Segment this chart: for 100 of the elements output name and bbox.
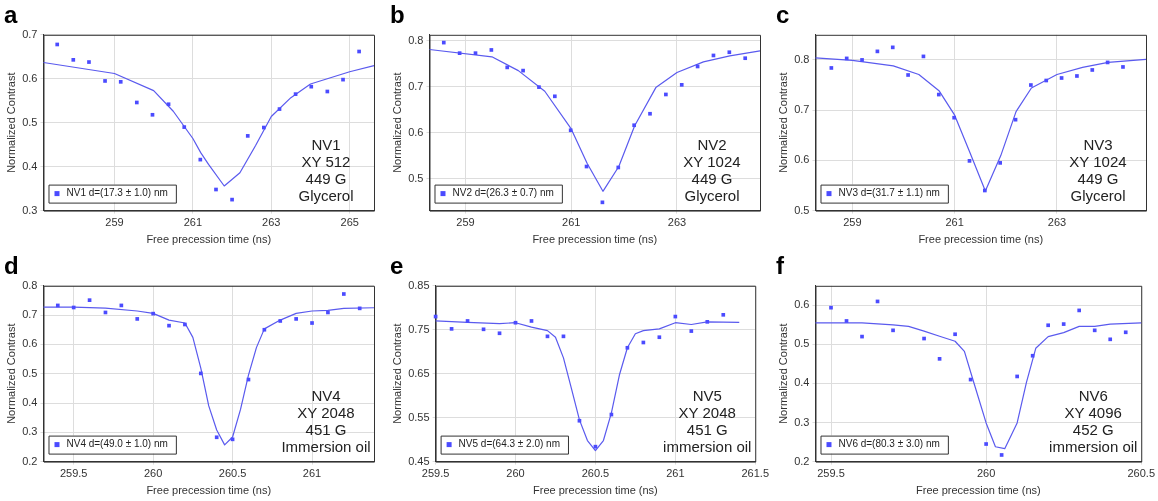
annotation: Glycerol <box>1070 186 1126 204</box>
point <box>278 318 283 323</box>
point <box>632 123 636 128</box>
y-axis-title: Normalized Contrast <box>776 72 789 173</box>
annotation: 449 G <box>691 169 733 187</box>
legend-label: NV6 d=(80.3 ± 3.0) nm <box>838 437 940 449</box>
y-tick-label: 0.7 <box>22 307 38 320</box>
annotation: XY 2048 <box>297 403 355 421</box>
y-axis-title: Normalized Contrast <box>4 323 17 424</box>
point <box>860 58 864 62</box>
x-tick-label: 261.5 <box>741 466 769 479</box>
x-tick-label: 259 <box>456 216 475 229</box>
point <box>568 128 573 133</box>
annotation: XY 4096 <box>1064 403 1122 421</box>
annotation: NV4 <box>311 386 341 404</box>
point <box>1075 74 1079 78</box>
x-tick-label: 260 <box>143 466 163 479</box>
y-tick-label: 0.5 <box>22 366 38 379</box>
x-tick-label: 259 <box>105 216 124 229</box>
x-tick-label: 260.5 <box>1127 466 1155 479</box>
annotation: NV1 <box>311 135 341 153</box>
y-tick-label: 0.5 <box>794 203 810 216</box>
x-tick-label: 261 <box>183 216 203 229</box>
y-tick-label: 0.85 <box>408 278 430 291</box>
point <box>705 319 710 324</box>
y-tick-label: 0.6 <box>794 297 810 310</box>
point <box>1046 322 1051 327</box>
point <box>294 316 298 321</box>
x-tick-label: 260.5 <box>218 466 247 479</box>
point <box>214 434 219 439</box>
annotation: Immersion oil <box>281 437 371 455</box>
y-tick-label: 0.6 <box>22 71 38 84</box>
x-tick-label: 260 <box>976 466 996 479</box>
chart-title: a <box>4 1 18 29</box>
point <box>245 134 250 138</box>
y-tick-label: 0.75 <box>408 322 430 335</box>
point <box>689 328 694 333</box>
y-tick-label: 0.8 <box>794 52 810 65</box>
x-tick-label: 263 <box>667 216 687 229</box>
chart-title: d <box>4 251 19 279</box>
x-tick-label: 261 <box>666 466 685 479</box>
point <box>71 58 76 62</box>
y-tick-label: 0.8 <box>408 33 424 46</box>
point <box>135 316 140 321</box>
annotation: XY 2048 <box>678 403 736 421</box>
y-tick-label: 0.5 <box>22 115 38 128</box>
x-axis-title: Free precession time (ns) <box>146 233 272 246</box>
annotation: 451 G <box>305 420 347 438</box>
point <box>727 50 732 55</box>
y-tick-label: 0.4 <box>794 376 810 388</box>
y-tick-label: 0.45 <box>408 454 430 467</box>
chart-title: f <box>776 251 785 279</box>
point <box>552 94 557 99</box>
point <box>952 115 956 120</box>
y-tick-label: 0.2 <box>22 454 38 467</box>
legend-label: NV2 d=(26.3 ± 0.7) nm <box>452 187 554 199</box>
y-tick-label: 0.6 <box>408 125 424 138</box>
x-tick-label: 261 <box>945 216 964 229</box>
point <box>906 73 910 77</box>
point <box>743 56 748 61</box>
legend-label: NV4 d=(49.0 ± 1.0) nm <box>66 437 168 449</box>
point <box>1123 329 1128 334</box>
annotation: NV2 <box>697 135 727 153</box>
legend-label: NV1 d=(17.3 ± 1.0) nm <box>66 187 168 199</box>
x-axis-title: Free precession time (ns) <box>916 483 1041 496</box>
point <box>679 82 684 87</box>
annotation: Glycerol <box>298 186 354 204</box>
point <box>1092 328 1097 332</box>
annotation: XY 1024 <box>683 152 741 170</box>
annotation: NV6 <box>1078 386 1108 404</box>
y-axis-title: Normalized Contrast <box>4 72 17 173</box>
x-tick-label: 259.5 <box>817 466 845 479</box>
point <box>341 291 346 296</box>
annotation: NV5 <box>692 386 722 404</box>
x-axis-title: Free precession time (ns) <box>146 483 272 496</box>
y-tick-label: 0.4 <box>22 159 38 172</box>
point <box>648 111 652 116</box>
annotation: NV3 <box>1083 135 1113 153</box>
x-tick-label: 259.5 <box>421 466 450 479</box>
y-tick-label: 0.5 <box>408 171 424 184</box>
chart-title: b <box>390 1 405 29</box>
annotation: 451 G <box>686 420 728 438</box>
y-axis-title: Normalized Contrast <box>390 323 403 424</box>
x-tick-label: 259.5 <box>59 466 88 479</box>
x-tick-label: 260.5 <box>581 466 610 479</box>
point <box>537 85 541 89</box>
annotation: XY 512 <box>301 152 351 170</box>
point <box>953 331 957 336</box>
point <box>1121 65 1125 69</box>
legend-label: NV3 d=(31.7 ± 1.1) nm <box>838 187 940 199</box>
y-tick-label: 0.6 <box>794 153 810 166</box>
point <box>103 79 107 83</box>
y-tick-label: 0.2 <box>794 454 810 467</box>
y-tick-label: 0.6 <box>22 336 38 349</box>
x-tick-label: 260 <box>506 466 525 479</box>
point <box>984 441 988 446</box>
point <box>998 161 1003 165</box>
y-tick-label: 0.7 <box>22 27 38 40</box>
x-tick-label: 265 <box>340 216 359 229</box>
point <box>891 328 895 332</box>
